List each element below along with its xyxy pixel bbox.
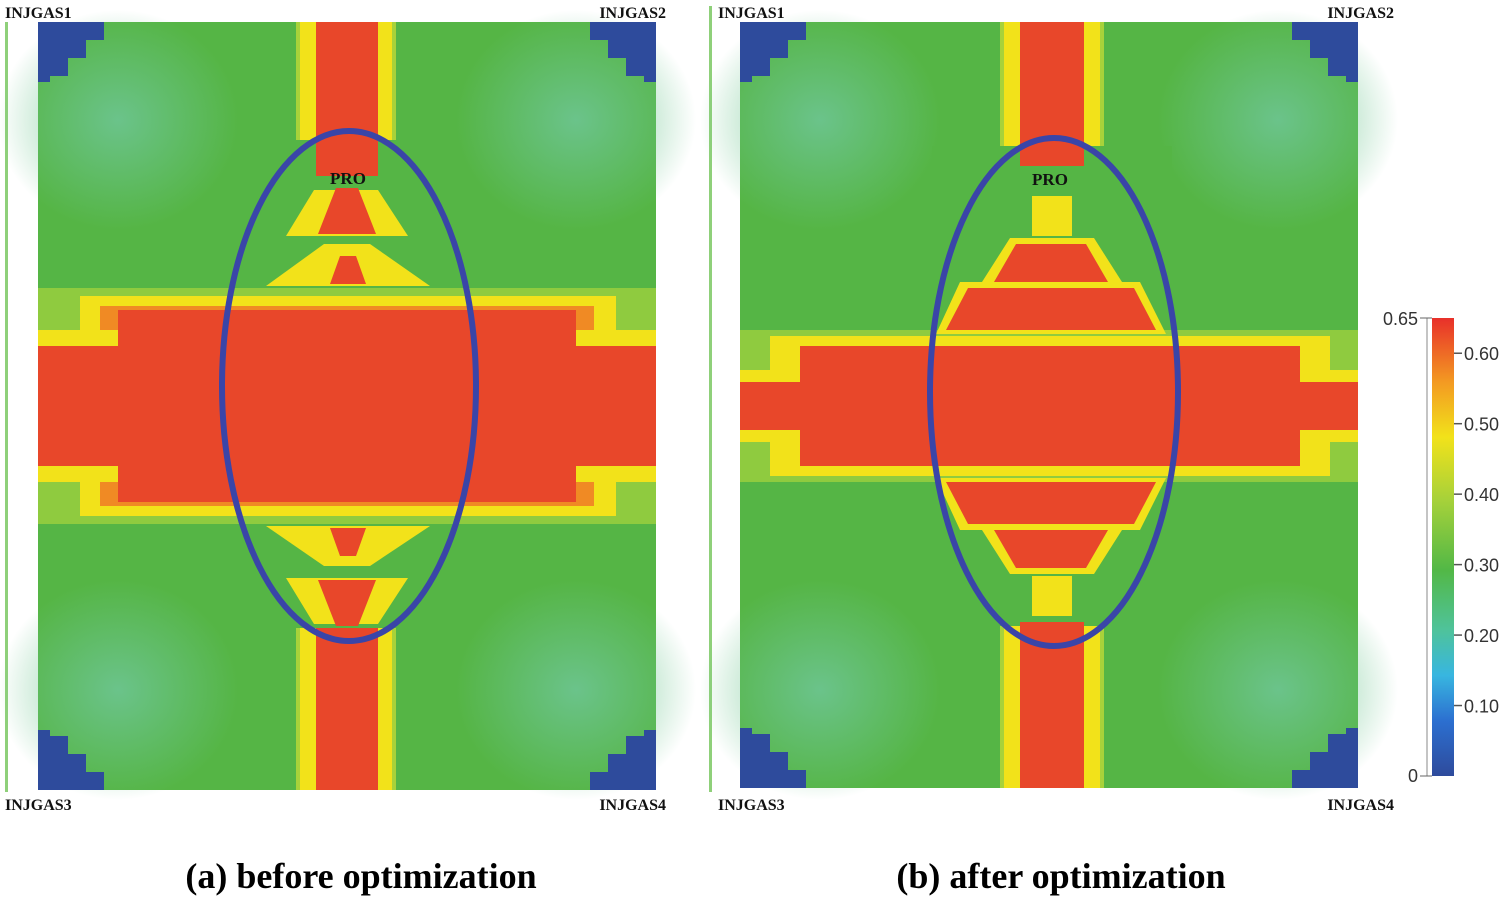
colorbar-tick-label: 0.50 bbox=[1464, 415, 1499, 435]
panel-b-well-4-zone bbox=[1292, 728, 1358, 788]
colorbar-tick-label: 0.60 bbox=[1464, 344, 1499, 364]
panel-a-horizontal-flow bbox=[38, 346, 656, 466]
panel-b-left-border bbox=[709, 6, 712, 792]
panel-a-well-2-zone bbox=[590, 22, 656, 82]
colorbar-max-label: 0.65 bbox=[1383, 309, 1418, 329]
panel-a-well-label-3: INJGAS3 bbox=[5, 797, 72, 814]
panel-a-left-border bbox=[5, 22, 8, 792]
colorbar-tick-label: 0.30 bbox=[1464, 556, 1499, 576]
panel-b-well-1-zone bbox=[740, 22, 806, 82]
panel-b-well-2-zone bbox=[1292, 22, 1358, 82]
panel-a: PRO INJGAS1 INJGAS2 INJGAS3 INJGAS4 (a) … bbox=[0, 5, 696, 896]
panel-b-well-3-zone bbox=[740, 728, 806, 788]
panel-b: PRO INJGAS1 INJGAS2 INJGAS3 INJGAS4 (b) … bbox=[700, 5, 1398, 896]
panel-b-highlight-ellipse bbox=[927, 135, 1181, 649]
panel-b-caption: (b) after optimization bbox=[896, 856, 1225, 896]
panel-a-caption: (a) before optimization bbox=[185, 856, 536, 896]
colorbar-gradient bbox=[1432, 318, 1454, 776]
panel-a-well-label-1: INJGAS1 bbox=[5, 5, 72, 22]
panel-a-well-label-4: INJGAS4 bbox=[599, 797, 666, 814]
panel-b-well-label-3: INJGAS3 bbox=[718, 797, 785, 814]
panel-a-producer-label: PRO bbox=[330, 169, 366, 188]
panel-a-highlight-ellipse bbox=[219, 128, 479, 644]
colorbar-tick-label: 0.10 bbox=[1464, 697, 1499, 717]
colorbar: 0.65 0 0.60 0.50 0.40 0.30 0.20 0.10 bbox=[1383, 309, 1499, 786]
panel-a-well-1-zone bbox=[38, 22, 104, 82]
panel-b-well-label-4: INJGAS4 bbox=[1327, 797, 1394, 814]
colorbar-tick-label: 0.20 bbox=[1464, 626, 1499, 646]
panel-a-well-3-zone bbox=[38, 730, 104, 790]
colorbar-ticks: 0.60 0.50 0.40 0.30 0.20 0.10 bbox=[1454, 344, 1499, 717]
colorbar-tick-label: 0.40 bbox=[1464, 485, 1499, 505]
panel-b-well-label-2: INJGAS2 bbox=[1327, 5, 1394, 22]
panel-a-well-4-zone bbox=[590, 730, 656, 790]
panel-b-horizontal-flow bbox=[740, 382, 1358, 430]
colorbar-min-label: 0 bbox=[1408, 766, 1418, 786]
panel-b-producer-label: PRO bbox=[1032, 170, 1068, 189]
panel-a-well-label-2: INJGAS2 bbox=[599, 5, 666, 22]
panel-b-well-label-1: INJGAS1 bbox=[718, 5, 785, 22]
